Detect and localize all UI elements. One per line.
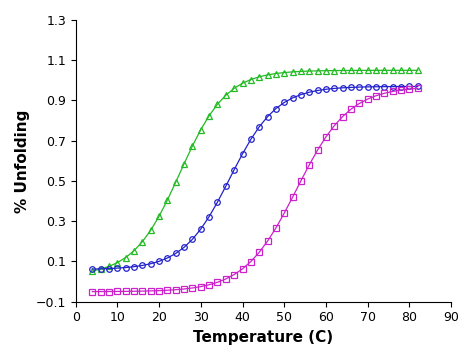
X-axis label: Temperature (C): Temperature (C) [193,330,333,345]
Y-axis label: % Unfolding: % Unfolding [15,109,30,212]
